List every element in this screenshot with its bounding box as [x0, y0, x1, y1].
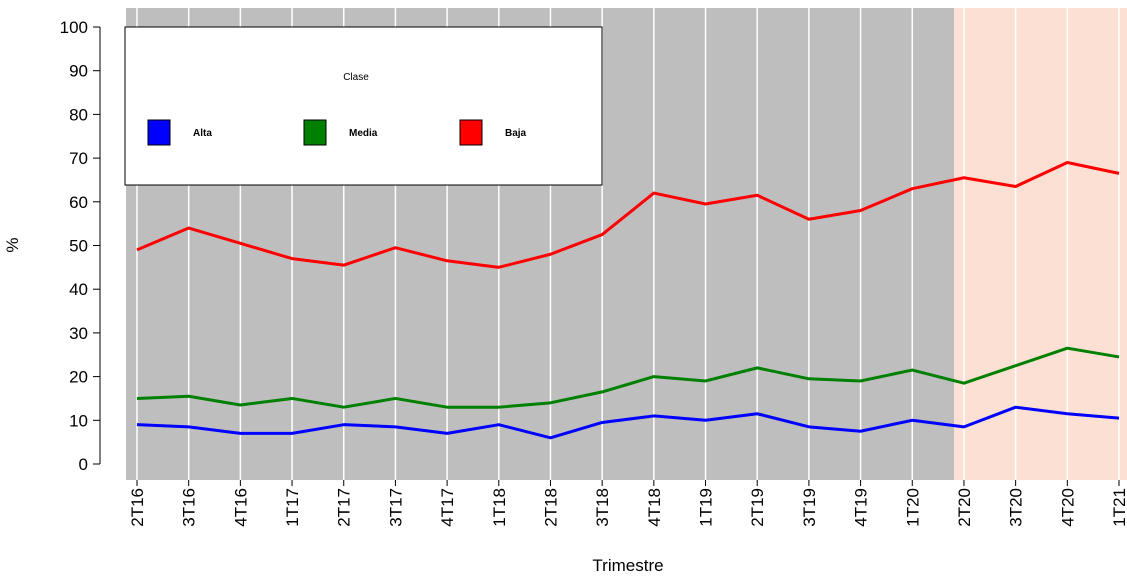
- x-tick-label: 3T16: [180, 488, 199, 527]
- x-axis-label: Trimestre: [592, 556, 663, 575]
- x-tick-label: 1T19: [697, 488, 716, 527]
- legend-swatch: [147, 119, 171, 146]
- x-tick-label: 4T18: [645, 488, 664, 527]
- legend-title: Clase: [343, 72, 369, 83]
- x-tick-label: 1T20: [903, 488, 922, 527]
- x-tick-label: 3T17: [386, 488, 405, 527]
- legend-label: Alta: [193, 128, 212, 139]
- y-tick-label: 50: [69, 237, 88, 256]
- x-tick-label: 3T19: [800, 488, 819, 527]
- x-tick-label: 4T17: [438, 488, 457, 527]
- x-tick-label: 1T18: [490, 488, 509, 527]
- legend-label: Media: [349, 128, 378, 139]
- x-tick-label: 2T16: [128, 488, 147, 527]
- y-tick-label: 20: [69, 368, 88, 387]
- x-tick-label: 2T19: [748, 488, 767, 527]
- y-tick-label: 0: [79, 455, 88, 474]
- y-axis-label: %: [3, 237, 22, 252]
- series-line: [136, 346, 1120, 409]
- series-line: [136, 160, 1120, 269]
- x-tick-label: 4T16: [231, 488, 250, 527]
- y-tick-label: 90: [69, 62, 88, 81]
- legend-swatch: [459, 119, 483, 146]
- series-line: [136, 405, 1120, 440]
- highlight-region: [954, 8, 1127, 480]
- x-tick-label: 3T18: [593, 488, 612, 527]
- legend-box: [124, 26, 603, 186]
- legend-swatch: [303, 119, 327, 146]
- x-tick-label: 4T20: [1058, 488, 1077, 527]
- x-tick-label: 3T20: [1007, 488, 1026, 527]
- x-tick-label: 1T21: [1110, 488, 1127, 527]
- y-tick-label: 10: [69, 411, 88, 430]
- y-tick-label: 40: [69, 280, 88, 299]
- y-tick-label: 80: [69, 105, 88, 124]
- x-tick-label: 2T17: [335, 488, 354, 527]
- x-tick-label: 1T17: [283, 488, 302, 527]
- y-tick-label: 70: [69, 149, 88, 168]
- y-tick-label: 60: [69, 193, 88, 212]
- legend-label: Baja: [505, 128, 527, 139]
- x-tick-label: 2T18: [541, 488, 560, 527]
- x-tick-label: 2T20: [955, 488, 974, 527]
- x-tick-label: 4T19: [852, 488, 871, 527]
- y-tick-label: 30: [69, 324, 88, 343]
- y-tick-label: 100: [60, 18, 88, 37]
